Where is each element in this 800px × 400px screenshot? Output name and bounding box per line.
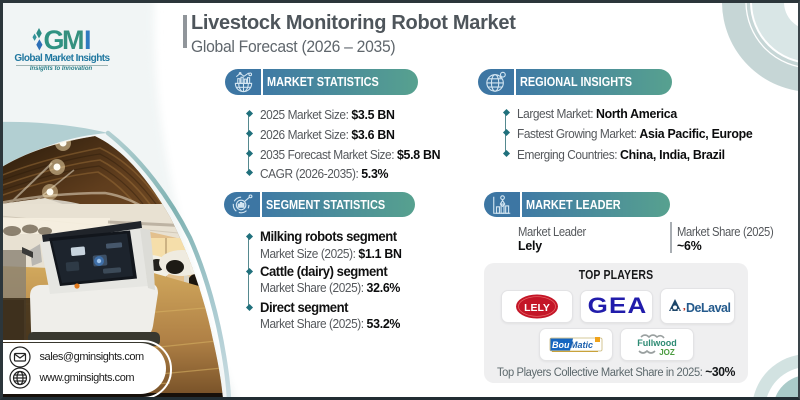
svg-text:JOZ: JOZ (659, 348, 675, 357)
svg-text:M: M (62, 26, 85, 52)
svg-text:I: I (84, 26, 92, 52)
svg-text:Bou: Bou (552, 340, 570, 350)
svg-text:Matic: Matic (570, 340, 593, 350)
svg-text:G: G (44, 26, 65, 52)
svg-text:DeLaval: DeLaval (686, 301, 730, 315)
svg-text:LELY: LELY (524, 302, 550, 314)
svg-text:Fullwood: Fullwood (637, 338, 677, 348)
